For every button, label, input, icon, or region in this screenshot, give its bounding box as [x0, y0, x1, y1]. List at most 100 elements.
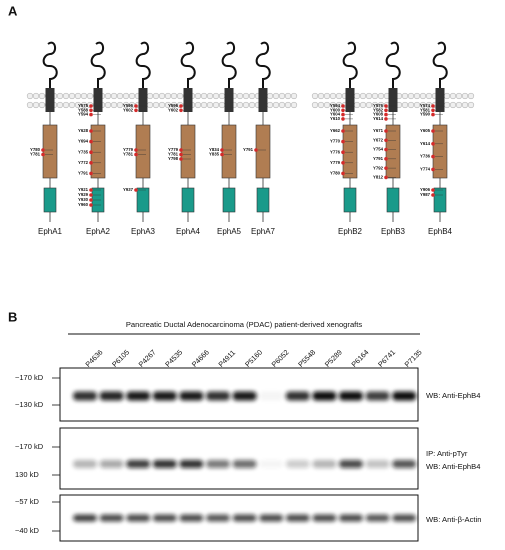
lipid	[110, 101, 118, 109]
lipid	[38, 92, 46, 100]
kinase-domain	[180, 124, 196, 179]
receptor-name: EphA2	[86, 227, 111, 236]
lipid	[104, 101, 112, 109]
phospho-site	[179, 108, 183, 113]
band	[126, 460, 151, 468]
phospho-site	[431, 167, 435, 172]
lipid	[212, 92, 220, 100]
sample-label: P5548	[296, 348, 317, 369]
phospho-site	[89, 108, 93, 113]
lipid	[365, 92, 373, 100]
lipid	[407, 101, 415, 109]
lipid	[377, 92, 385, 100]
transmembrane-domain	[138, 88, 148, 112]
lipid	[206, 92, 214, 100]
receptor-name: EphB4	[428, 227, 453, 236]
marker-label: ~130 kD	[15, 400, 44, 409]
site-label: Y590	[420, 112, 431, 117]
kinase-domain	[42, 124, 58, 179]
sample-label: P6052	[270, 348, 291, 369]
phospho-site	[89, 112, 93, 117]
sample-label: P4535	[163, 348, 184, 369]
site-label: Y602	[123, 107, 134, 112]
receptor-name: EphB2	[338, 227, 363, 236]
phospho-site	[431, 188, 435, 192]
marker-label: 130 kD	[15, 470, 39, 479]
sam-domain	[181, 187, 195, 213]
phospho-site	[431, 129, 435, 133]
phospho-site	[384, 147, 388, 152]
lipid	[128, 92, 136, 100]
lipid	[266, 92, 274, 100]
band	[206, 514, 230, 522]
lipid	[146, 101, 154, 109]
site-label: Y791	[373, 156, 384, 161]
sample-label: P6105	[110, 348, 131, 369]
lipid	[401, 101, 409, 109]
lipid	[122, 92, 130, 100]
phospho-site	[41, 148, 45, 152]
lipid	[164, 101, 172, 109]
transmembrane-domain	[345, 88, 355, 112]
sam-domain	[256, 187, 270, 213]
site-label: Y772	[78, 160, 89, 165]
phospho-site	[89, 198, 93, 202]
site-label: Y776	[330, 149, 341, 154]
phospho-site	[384, 108, 388, 113]
phospho-site	[89, 129, 93, 133]
phospho-site	[89, 150, 93, 154]
band	[152, 460, 177, 468]
lipid	[335, 92, 343, 100]
ligand-binding-domain	[180, 41, 196, 90]
site-label: Y770	[330, 139, 341, 144]
lipid	[284, 101, 292, 109]
site-label: Y781	[30, 152, 41, 157]
lipid	[122, 101, 130, 109]
phospho-site	[179, 157, 183, 161]
kinase-domain	[342, 124, 358, 179]
ligand-binding-domain	[221, 41, 237, 90]
lipid	[116, 101, 124, 109]
site-label: Y576	[373, 103, 384, 108]
site-label: Y779	[168, 147, 179, 152]
band	[179, 460, 204, 468]
lipid	[272, 92, 280, 100]
lipid	[194, 92, 202, 100]
lipid	[443, 101, 451, 109]
kinase-domain	[90, 124, 106, 179]
phospho-site	[431, 112, 435, 117]
site-label: Y596	[123, 103, 134, 108]
site-label: Y960	[78, 202, 89, 207]
ligand-binding-domain	[385, 41, 401, 90]
ligand-binding-domain	[432, 41, 448, 90]
lipid	[104, 92, 112, 100]
site-label: Y602	[168, 107, 179, 112]
phospho-site	[431, 154, 435, 159]
site-label: Y774	[420, 167, 431, 172]
lipid	[248, 92, 256, 100]
lipid	[407, 92, 415, 100]
lipid	[32, 101, 40, 109]
sample-label: P4636	[83, 348, 104, 369]
kinase-domain	[221, 124, 237, 179]
phospho-site	[341, 171, 345, 176]
band	[232, 514, 257, 522]
lipid	[212, 101, 220, 109]
receptor-name: EphA7	[251, 227, 276, 236]
sample-label: P6164	[349, 348, 370, 369]
site-label: Y614	[420, 141, 431, 146]
site-label: Y779	[330, 160, 341, 165]
lipid	[158, 101, 166, 109]
lipid	[311, 101, 319, 109]
lipid	[272, 101, 280, 109]
band	[339, 514, 363, 522]
kinase-domain	[255, 124, 271, 179]
kinase-domain	[385, 124, 401, 179]
kinase-domain	[135, 124, 151, 179]
phospho-site	[384, 117, 388, 121]
site-label: Y575	[78, 103, 89, 108]
band	[126, 514, 151, 522]
site-label: Y581	[420, 107, 431, 112]
band	[152, 391, 177, 401]
lipid	[353, 101, 361, 109]
